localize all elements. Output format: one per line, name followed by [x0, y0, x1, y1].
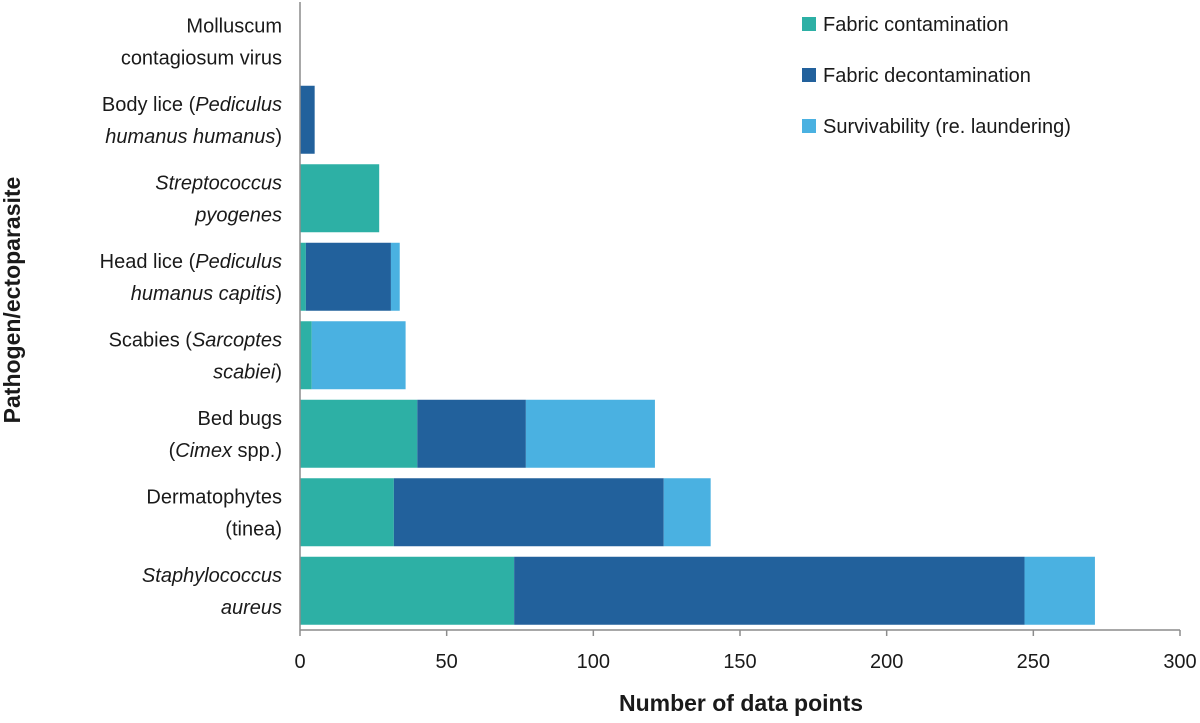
category-label: humanus capitis) [131, 283, 282, 305]
bar-fabric-contamination-6 [300, 478, 394, 547]
category-label: pyogenes [194, 204, 282, 226]
category-label: Molluscum [186, 15, 282, 37]
bar-fabric-contamination-3 [300, 242, 306, 311]
x-tick-label: 150 [723, 651, 756, 673]
x-tick-label: 300 [1163, 651, 1196, 673]
bar-fabric-decontamination-5 [417, 399, 526, 468]
category-label: Staphylococcus [142, 565, 282, 587]
bar-survivability-re-laundering-5 [525, 399, 655, 468]
x-axis-title: Number of data points [619, 690, 863, 716]
bar-fabric-contamination-5 [300, 399, 418, 468]
x-ticks: 0 50 100 150 200 250 300 [294, 630, 1197, 673]
category-label: Bed bugs [197, 408, 282, 430]
category-label: Head lice (Pediculus [100, 251, 282, 273]
bar-fabric-decontamination-1 [300, 85, 315, 154]
legend-label: Survivability (re. laundering) [823, 116, 1071, 138]
bar-survivability-re-laundering-6 [663, 478, 711, 547]
category-label: (Cimex spp.) [169, 440, 282, 462]
bar-fabric-decontamination-6 [393, 478, 664, 547]
category-label: Scabies (Sarcoptes [109, 329, 282, 351]
bar-fabric-decontamination-3 [305, 242, 391, 311]
bar-survivability-re-laundering-7 [1024, 556, 1095, 625]
legend-swatch [802, 68, 816, 82]
category-label: Streptococcus [155, 172, 282, 194]
x-tick-label: 250 [1017, 651, 1050, 673]
bar-survivability-re-laundering-4 [311, 321, 406, 390]
category-label: contagiosum virus [121, 47, 282, 69]
bar-survivability-re-laundering-3 [390, 242, 400, 311]
category-label: Body lice (Pediculus [102, 94, 282, 116]
category-label: humanus humanus) [105, 126, 282, 148]
x-tick-label: 200 [870, 651, 903, 673]
legend: Fabric contamination Fabric decontaminati… [802, 14, 1071, 138]
legend-swatch [802, 17, 816, 31]
y-axis-title: Pathogen/ectoparasite [0, 177, 25, 424]
category-labels: Molluscum contagiosum virus Body lice (Ped… [100, 15, 282, 619]
category-label: (tinea) [225, 518, 282, 540]
x-tick-label: 0 [294, 651, 305, 673]
bars-layer [300, 85, 1095, 625]
category-label: scabiei) [213, 361, 282, 383]
legend-label: Fabric decontamination [823, 65, 1031, 87]
legend-label: Fabric contamination [823, 14, 1009, 36]
bar-fabric-decontamination-7 [514, 556, 1025, 625]
bar-fabric-contamination-2 [300, 164, 380, 233]
x-tick-label: 50 [436, 651, 458, 673]
bar-fabric-contamination-7 [300, 556, 515, 625]
bar-fabric-contamination-4 [300, 321, 312, 390]
x-tick-label: 100 [577, 651, 610, 673]
category-label: Dermatophytes [146, 486, 282, 508]
legend-swatch [802, 119, 816, 133]
category-label: aureus [221, 597, 282, 619]
